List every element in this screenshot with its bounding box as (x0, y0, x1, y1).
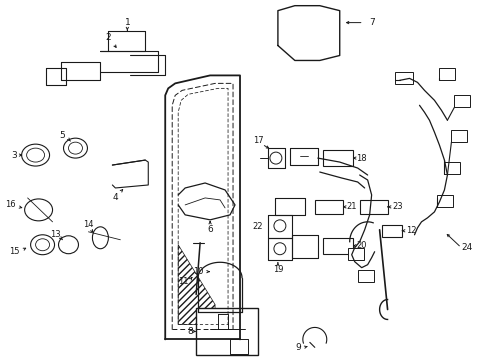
Text: 21: 21 (346, 202, 356, 211)
Bar (322, 238, 352, 254)
Ellipse shape (59, 236, 78, 254)
Text: 13: 13 (50, 230, 61, 239)
Ellipse shape (63, 138, 87, 158)
Text: 5: 5 (60, 131, 65, 140)
Text: 18: 18 (356, 154, 366, 163)
Bar (453, 95, 469, 107)
Text: 17: 17 (252, 136, 263, 145)
Text: 22: 22 (252, 222, 263, 231)
Bar (439, 68, 454, 80)
Bar (450, 130, 467, 142)
Bar (394, 72, 412, 84)
Text: 3: 3 (11, 150, 17, 159)
Circle shape (273, 220, 285, 232)
Bar (322, 150, 352, 166)
Text: 1: 1 (124, 18, 130, 27)
Text: 14: 14 (83, 220, 94, 229)
Text: 6: 6 (207, 225, 213, 234)
Bar (381, 225, 401, 237)
Bar (359, 200, 387, 214)
Ellipse shape (36, 239, 49, 251)
Ellipse shape (21, 144, 49, 166)
Ellipse shape (92, 227, 108, 249)
Circle shape (269, 152, 281, 164)
Text: 20: 20 (356, 241, 366, 250)
Circle shape (273, 243, 285, 255)
Text: 10: 10 (192, 267, 203, 276)
Bar (314, 200, 342, 214)
Text: 16: 16 (5, 201, 16, 210)
Bar (357, 270, 373, 282)
Text: 19: 19 (272, 265, 283, 274)
Text: 24: 24 (461, 243, 472, 252)
Text: 11: 11 (178, 277, 188, 286)
Bar (444, 162, 459, 174)
Text: 2: 2 (105, 33, 111, 42)
Ellipse shape (24, 199, 52, 221)
Text: 9: 9 (294, 343, 300, 352)
Text: 4: 4 (112, 193, 118, 202)
Text: 8: 8 (187, 327, 193, 336)
Text: 7: 7 (368, 18, 374, 27)
Text: 12: 12 (406, 226, 416, 235)
Ellipse shape (26, 148, 44, 162)
Bar (196, 307, 258, 355)
Text: 23: 23 (391, 202, 402, 211)
Bar (347, 248, 363, 260)
Text: 15: 15 (9, 247, 20, 256)
Bar (437, 195, 452, 207)
Ellipse shape (31, 235, 55, 255)
Ellipse shape (68, 142, 82, 154)
